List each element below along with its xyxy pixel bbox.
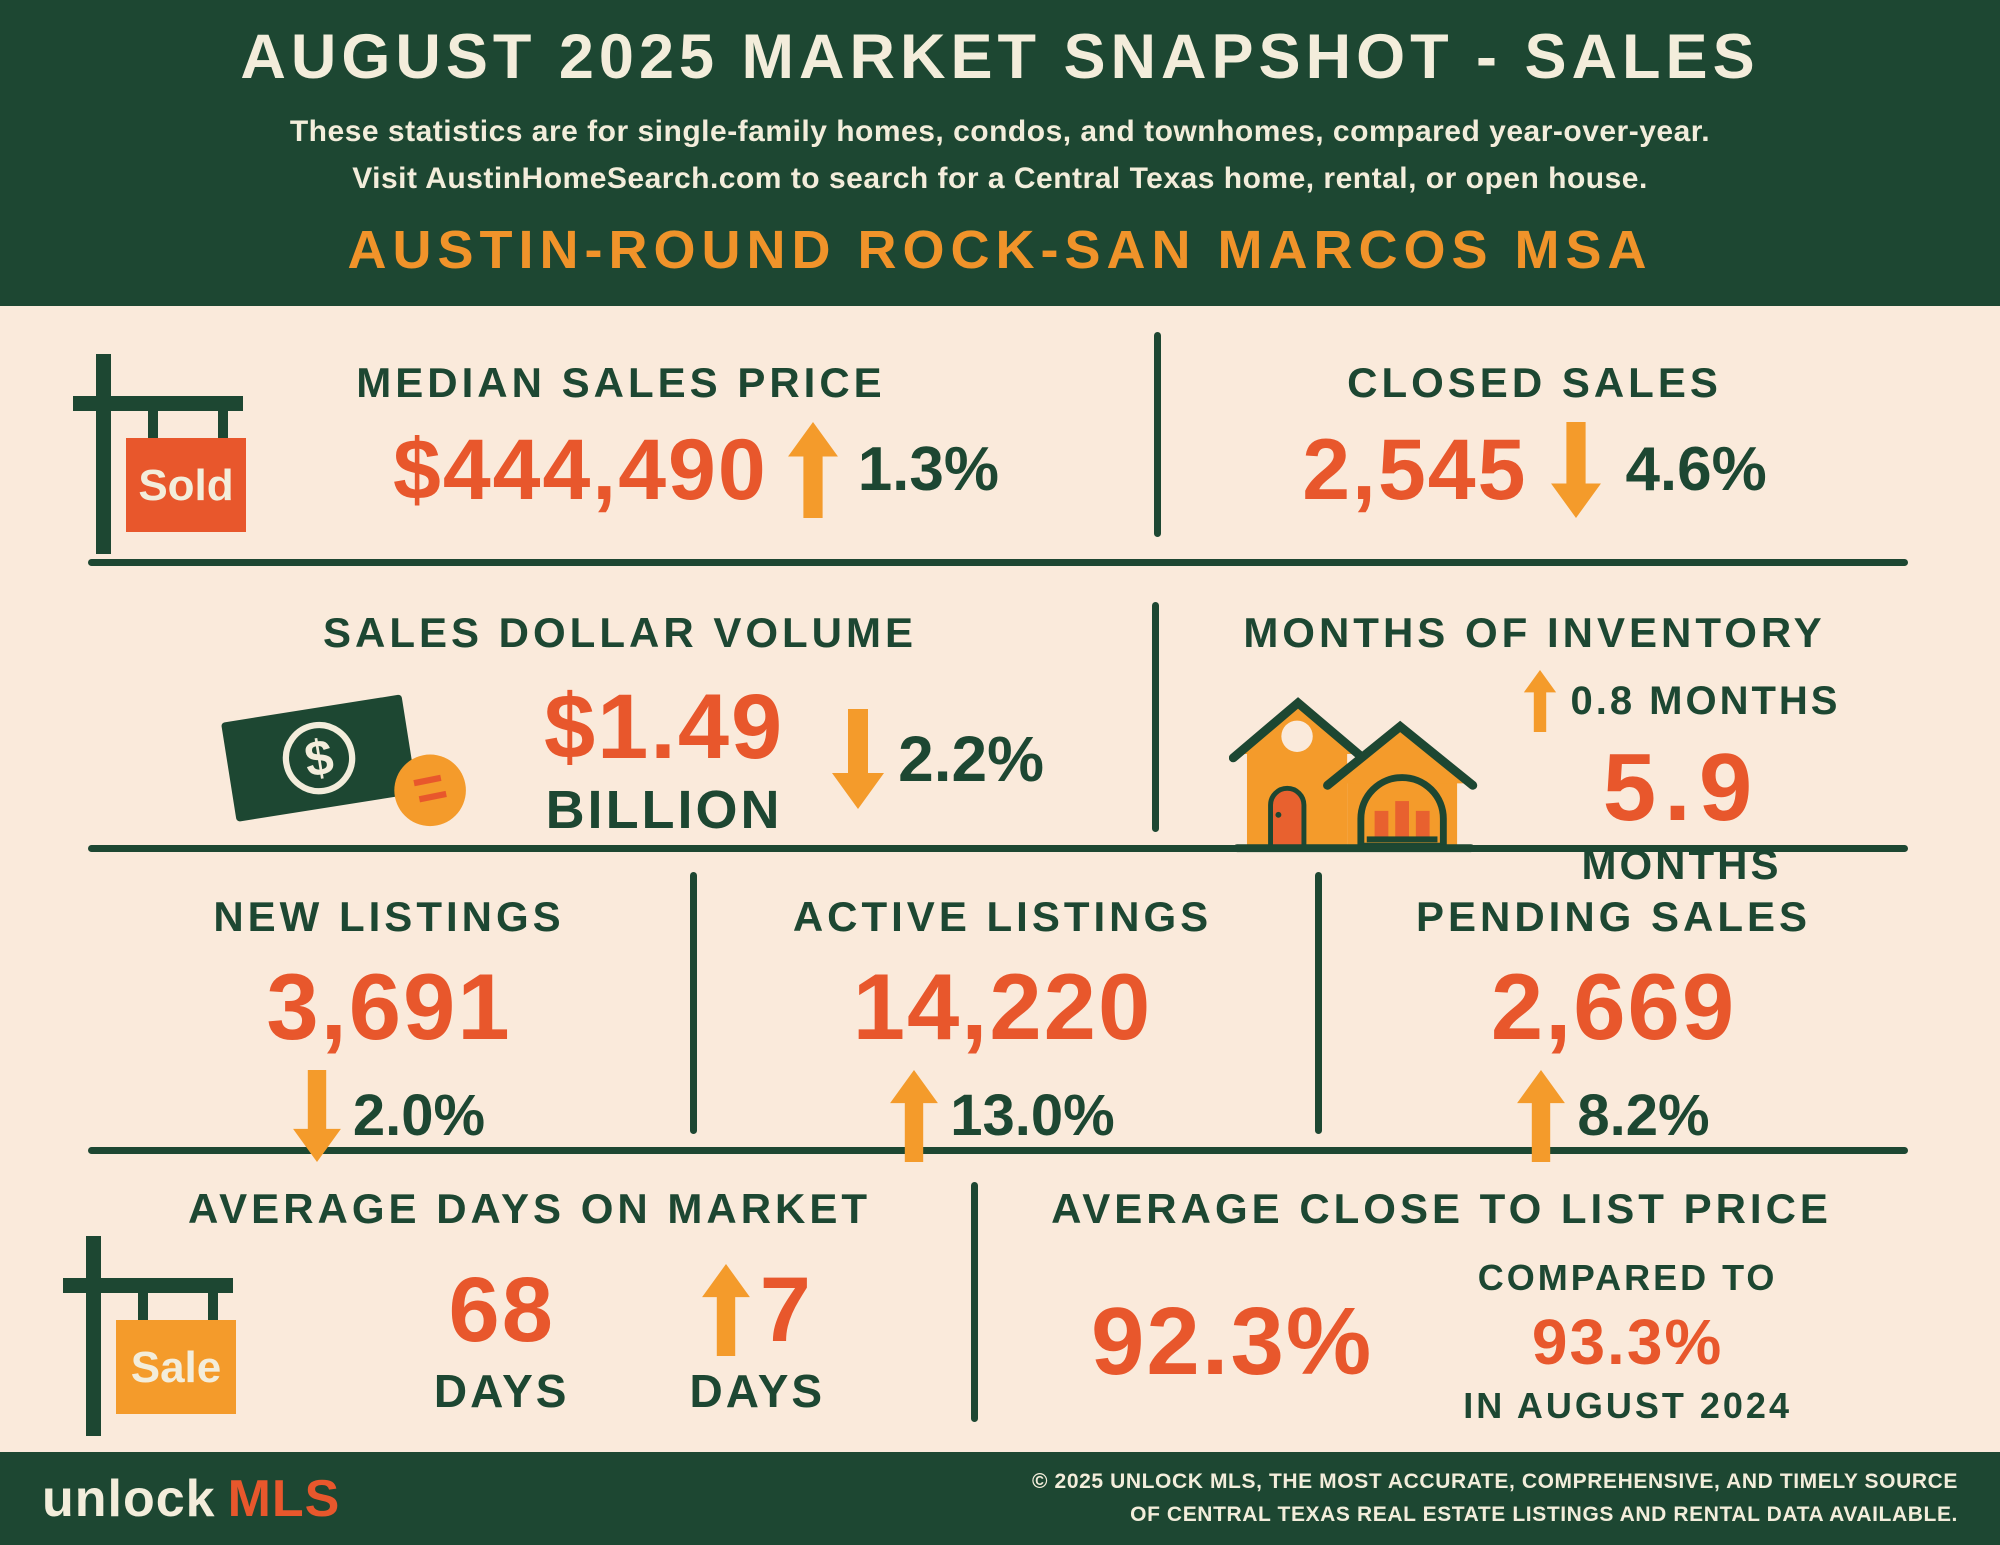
closed-sales-label: CLOSED SALES — [1347, 359, 1722, 406]
logo-unlock-text: unlock — [42, 1469, 216, 1528]
months-of-inventory-value: 5.9 — [1602, 734, 1761, 841]
vertical-divider-row1 — [1154, 332, 1161, 537]
house-icon — [1228, 697, 1477, 853]
avg-days-on-market-change-unit: DAYS — [689, 1365, 826, 1417]
pending-sales-value: 2,669 — [1490, 954, 1737, 1059]
vertical-divider-row2 — [1152, 602, 1159, 832]
horizontal-divider-1 — [88, 559, 1908, 566]
avg-close-compared-label: COMPARED TO — [1477, 1257, 1778, 1298]
new-listings-cell: NEW LISTINGS 3,691 2.0% — [88, 848, 690, 1162]
pending-sales-cell: PENDING SALES 2,669 8.2% — [1315, 848, 1912, 1162]
avg-days-on-market-value-unit: DAYS — [433, 1365, 570, 1417]
up-arrow-icon — [1523, 670, 1556, 732]
closed-sales-value: 2,545 — [1302, 422, 1528, 518]
copyright-line1: © 2025 UNLOCK MLS, THE MOST ACCURATE, CO… — [1032, 1469, 1958, 1493]
up-arrow-icon — [890, 1070, 939, 1162]
money-icon: $ — [221, 694, 466, 827]
sold-sign-icon: Sold — [73, 354, 246, 554]
new-listings-value: 3,691 — [266, 954, 512, 1059]
copyright-line2: OF CENTRAL TEXAS REAL ESTATE LISTINGS AN… — [1130, 1502, 1958, 1526]
avg-close-to-list-price-label: AVERAGE CLOSE TO LIST PRICE — [1051, 1185, 1832, 1232]
up-arrow-icon — [701, 1264, 750, 1356]
logo-mls-text: MLS — [227, 1469, 341, 1528]
active-listings-label: ACTIVE LISTINGS — [792, 893, 1213, 940]
region-title: AUSTIN-ROUND ROCK-SAN MARCOS MSA — [347, 220, 1653, 280]
up-arrow-icon — [787, 422, 838, 518]
median-sales-price-label: MEDIAN SALES PRICE — [356, 359, 886, 406]
vertical-divider-row4 — [971, 1182, 978, 1422]
down-arrow-icon — [832, 709, 885, 809]
months-of-inventory-change-unit: MONTHS — [1649, 679, 1841, 723]
sales-dollar-volume-cell: SALES DOLLAR VOLUME $ $1.49 BILLION — [88, 566, 1152, 845]
sales-dollar-volume-label: SALES DOLLAR VOLUME — [322, 609, 917, 656]
avg-close-compared-period: IN AUGUST 2024 — [1463, 1385, 1792, 1426]
vertical-divider-row3-a — [690, 872, 697, 1134]
subtitle-line1: These statistics are for single-family h… — [289, 115, 1711, 148]
vertical-divider-row3-b — [1315, 872, 1322, 1134]
up-arrow-icon — [1517, 1070, 1566, 1162]
active-listings-value: 14,220 — [852, 954, 1153, 1059]
header-band — [0, 0, 2000, 306]
median-sales-price-change: 1.3% — [857, 435, 1000, 504]
footer: unlock MLS © 2025 UNLOCK MLS, THE MOST AC… — [0, 1452, 2000, 1545]
avg-days-on-market-cell: AVERAGE DAYS ON MARKET 68 DAYS 7 DAYS — [88, 1150, 971, 1452]
unlock-mls-logo: unlock MLS — [42, 1473, 340, 1525]
active-listings-change: 13.0% — [950, 1083, 1115, 1148]
pending-sales-change: 8.2% — [1577, 1083, 1710, 1148]
sales-dollar-volume-unit: BILLION — [545, 780, 783, 840]
median-sales-price-value: $444,490 — [392, 422, 768, 518]
avg-close-to-list-price-value: 92.3% — [1091, 1288, 1374, 1395]
horizontal-divider-3 — [88, 1147, 1908, 1154]
avg-days-on-market-change: 7 — [759, 1259, 813, 1361]
sale-sign-label: Sale — [131, 1343, 222, 1392]
months-of-inventory-label: MONTHS OF INVENTORY — [1243, 609, 1826, 656]
avg-days-on-market-label: AVERAGE DAYS ON MARKET — [187, 1185, 872, 1232]
page-title: AUGUST 2025 MARKET SNAPSHOT - SALES — [240, 22, 1760, 92]
copyright-text: © 2025 UNLOCK MLS, THE MOST ACCURATE, CO… — [1032, 1466, 1958, 1531]
down-arrow-icon — [292, 1070, 341, 1162]
sales-dollar-volume-value: $1.49 — [543, 676, 785, 778]
footer-band — [0, 1452, 2000, 1545]
months-of-inventory-cell: MONTHS OF INVENTORY — [1157, 566, 1912, 886]
pending-sales-label: PENDING SALES — [1415, 893, 1812, 940]
sale-sign-icon: Sale — [63, 1236, 236, 1436]
new-listings-label: NEW LISTINGS — [213, 893, 565, 940]
avg-days-on-market-value: 68 — [448, 1259, 555, 1361]
avg-close-compared-value: 93.3% — [1531, 1306, 1724, 1378]
months-of-inventory-unit: MONTHS — [1581, 841, 1782, 888]
closed-sales-cell: CLOSED SALES 2,545 4.6% — [1157, 306, 1912, 559]
subtitle-line2: Visit AustinHomeSearch.com to search for… — [352, 162, 1648, 195]
months-of-inventory-change-value: 0.8 — [1570, 679, 1636, 723]
sold-sign-label: Sold — [138, 461, 233, 510]
new-listings-change: 2.0% — [352, 1083, 486, 1148]
avg-close-to-list-price-cell: AVERAGE CLOSE TO LIST PRICE 92.3% COMPAR… — [971, 1150, 1912, 1452]
median-sales-price-cell: MEDIAN SALES PRICE $444,490 1.3% — [88, 306, 1154, 559]
sales-dollar-volume-change: 2.2% — [898, 723, 1045, 795]
active-listings-cell: ACTIVE LISTINGS 14,220 13.0% — [690, 848, 1315, 1162]
down-arrow-icon — [1551, 422, 1602, 518]
horizontal-divider-2 — [88, 845, 1908, 852]
closed-sales-change: 4.6% — [1625, 435, 1767, 504]
